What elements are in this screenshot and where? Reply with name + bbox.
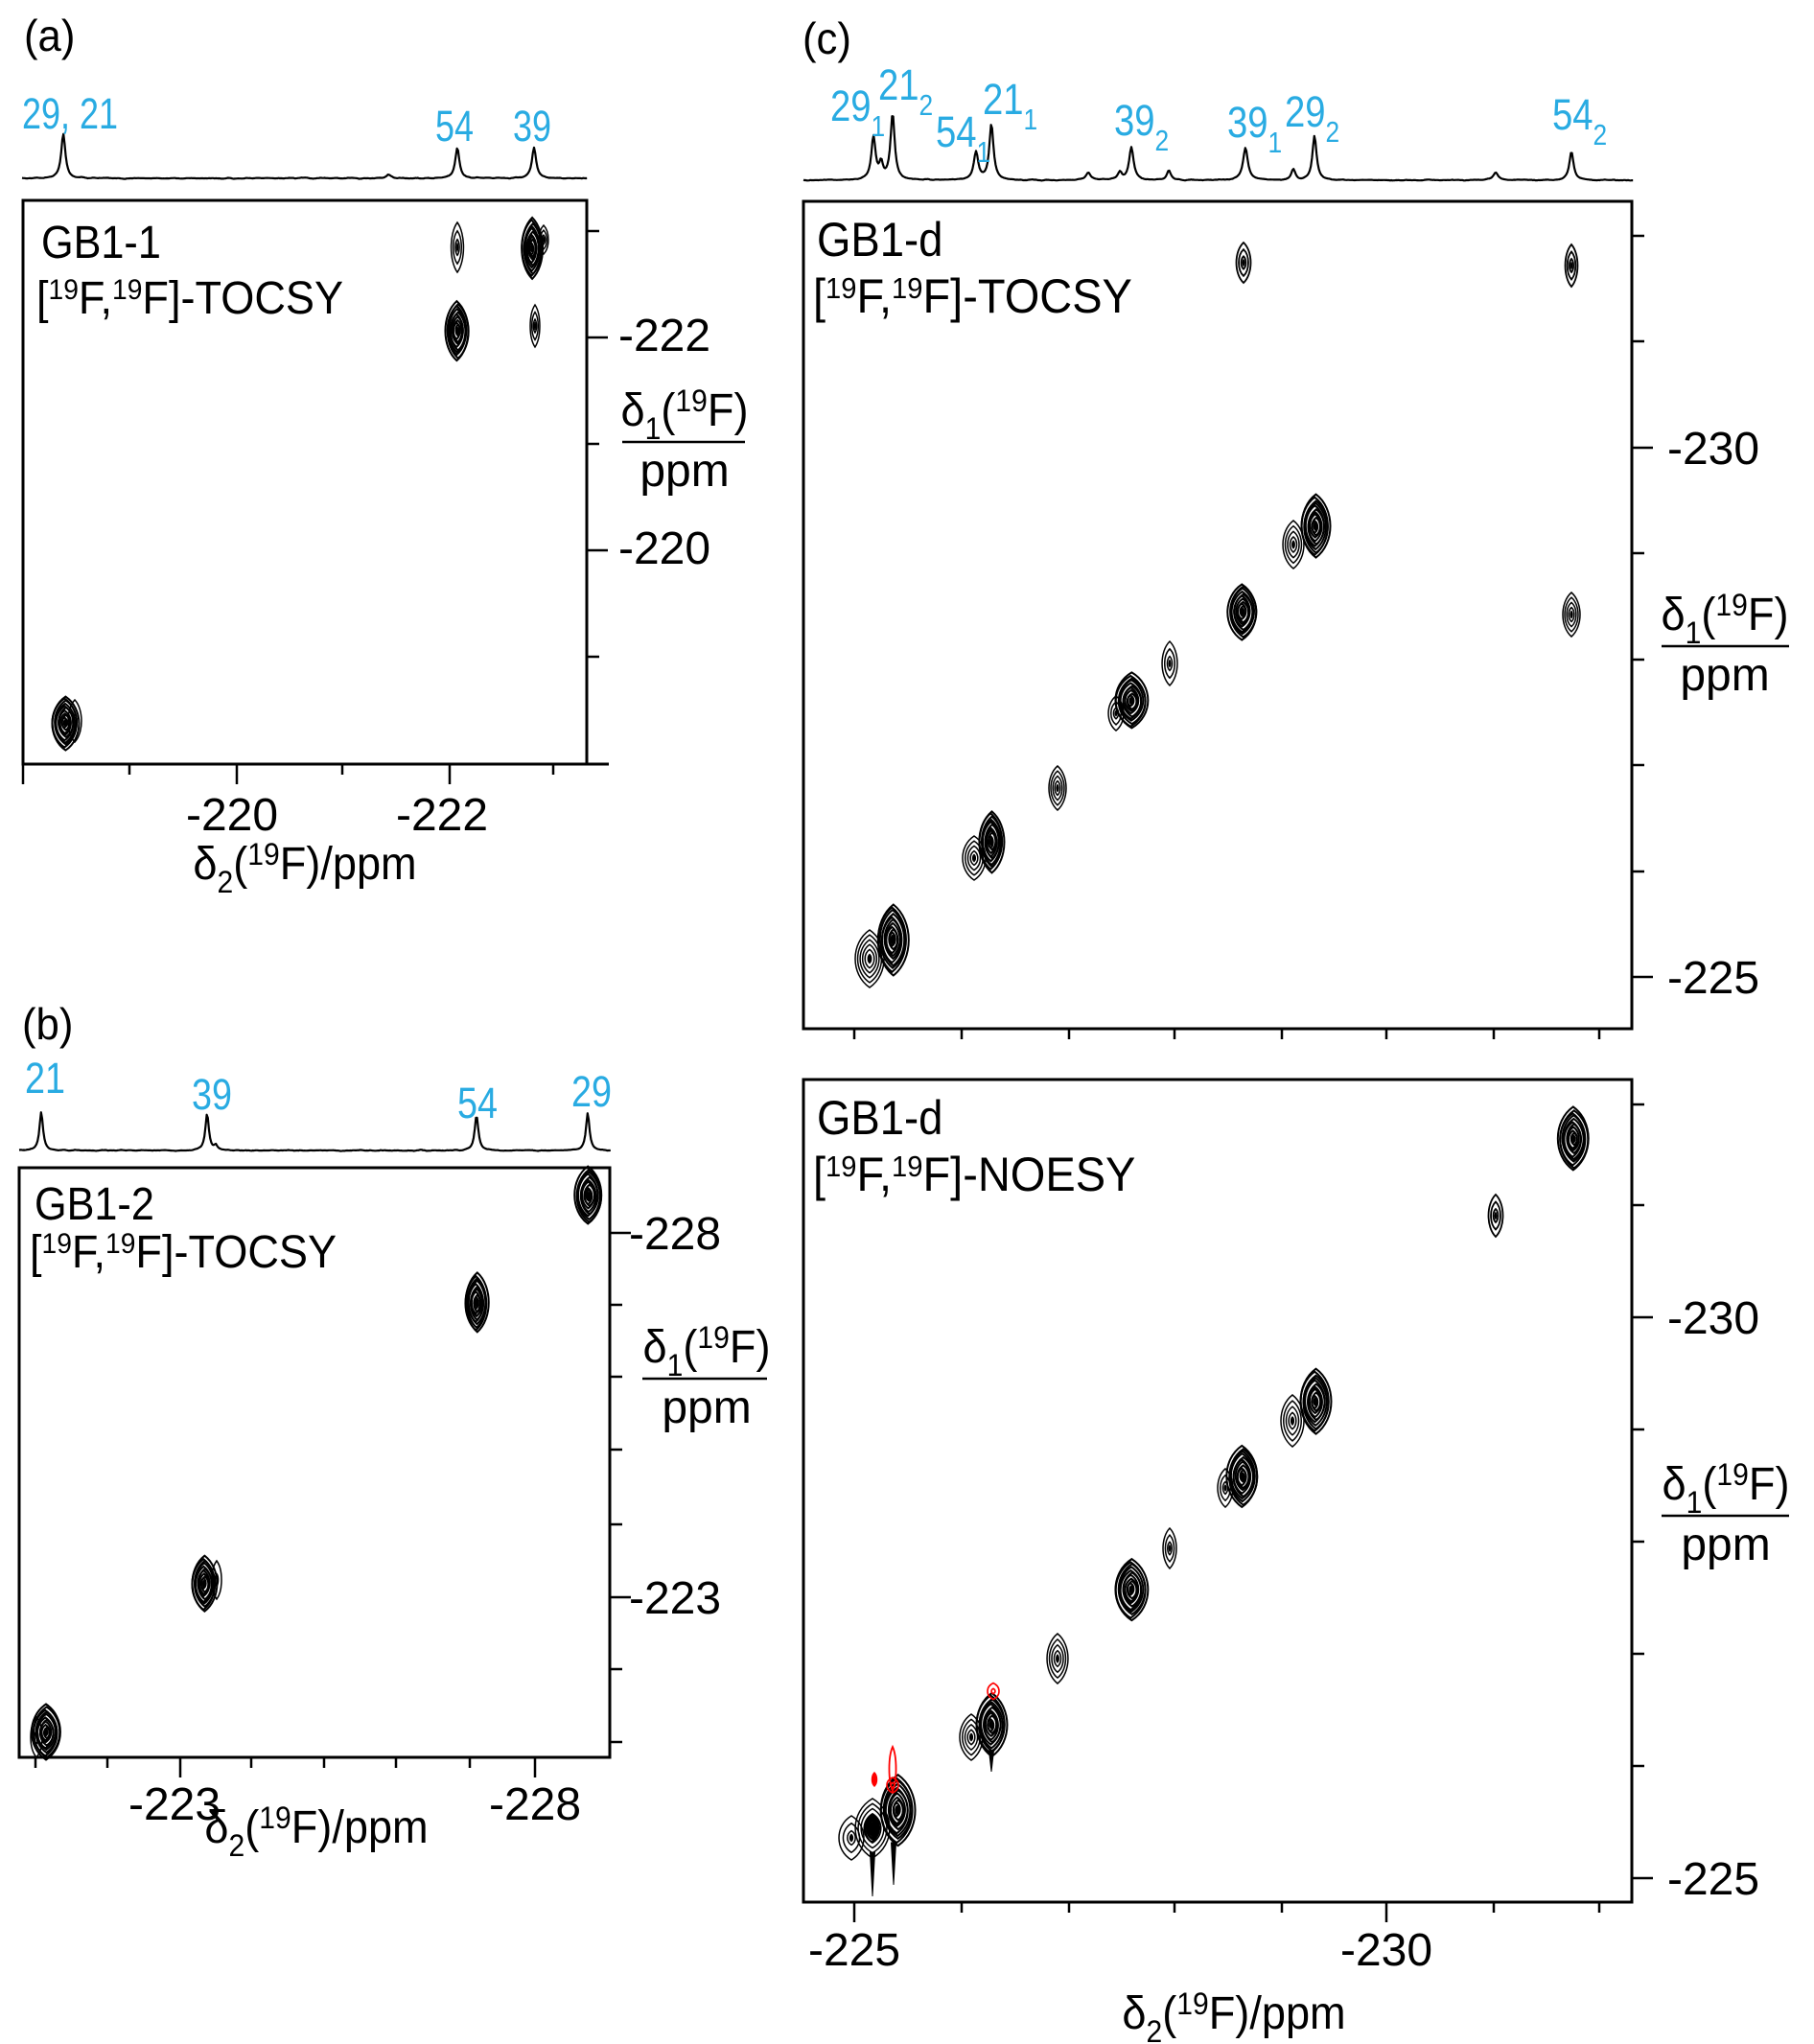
svg-text:-223: -223 (629, 1573, 721, 1624)
svg-text:-220: -220 (618, 523, 710, 574)
svg-text:-222: -222 (396, 790, 488, 841)
svg-text:[19F,19F]-TOCSY: [19F,19F]-TOCSY (30, 1226, 337, 1278)
svg-text:ppm: ppm (1680, 650, 1769, 701)
svg-text:211: 211 (983, 75, 1037, 136)
svg-text:[19F,19F]-TOCSY: [19F,19F]-TOCSY (813, 270, 1132, 324)
svg-text:GB1-d: GB1-d (817, 1092, 942, 1145)
svg-text:392: 392 (1114, 96, 1169, 157)
svg-text:(c): (c) (802, 13, 851, 63)
svg-text:δ2(19F)/ppm: δ2(19F)/ppm (1122, 1986, 1345, 2044)
svg-text:ppm: ppm (1681, 1520, 1770, 1570)
svg-text:[19F,19F]-TOCSY: [19F,19F]-TOCSY (36, 272, 343, 324)
svg-text:-225: -225 (1667, 1854, 1759, 1905)
svg-text:391: 391 (1227, 98, 1282, 159)
svg-text:GB1-d: GB1-d (817, 214, 942, 267)
svg-text:291: 291 (830, 81, 885, 143)
svg-text:[19F,19F]-NOESY: [19F,19F]-NOESY (813, 1149, 1135, 1202)
svg-text:-225: -225 (808, 1925, 900, 1976)
svg-text:29: 29 (571, 1067, 612, 1116)
svg-text:GB1-1: GB1-1 (41, 217, 161, 268)
svg-text:(b): (b) (22, 999, 73, 1049)
svg-text:δ1(19F): δ1(19F) (643, 1320, 771, 1382)
svg-text:54: 54 (435, 102, 474, 151)
svg-text:54: 54 (457, 1079, 498, 1127)
svg-text:21: 21 (25, 1054, 65, 1103)
svg-text:ppm: ppm (662, 1382, 751, 1433)
svg-text:29, 21: 29, 21 (22, 89, 118, 138)
svg-text:39: 39 (192, 1070, 232, 1119)
svg-text:GB1-2: GB1-2 (35, 1178, 154, 1230)
svg-text:212: 212 (878, 60, 933, 122)
svg-text:δ1(19F): δ1(19F) (1663, 1457, 1790, 1520)
svg-text:δ1(19F): δ1(19F) (1662, 588, 1789, 650)
svg-text:-228: -228 (629, 1209, 721, 1260)
svg-text:-223: -223 (128, 1779, 221, 1830)
svg-text:-230: -230 (1667, 424, 1759, 475)
svg-text:-230: -230 (1667, 1293, 1759, 1344)
svg-text:-228: -228 (489, 1779, 581, 1830)
svg-text:-230: -230 (1340, 1925, 1432, 1976)
svg-text:39: 39 (513, 102, 551, 151)
svg-text:δ2(19F)/ppm: δ2(19F)/ppm (193, 837, 416, 899)
svg-text:δ2(19F)/ppm: δ2(19F)/ppm (204, 1800, 428, 1863)
svg-text:292: 292 (1285, 87, 1339, 149)
svg-text:541: 541 (936, 107, 990, 169)
svg-text:(a): (a) (24, 11, 75, 60)
svg-text:δ1(19F): δ1(19F) (621, 383, 749, 446)
svg-text:-220: -220 (186, 790, 278, 841)
svg-text:-222: -222 (618, 311, 710, 361)
svg-text:-225: -225 (1667, 953, 1759, 1004)
svg-text:542: 542 (1552, 90, 1607, 151)
svg-text:ppm: ppm (640, 446, 729, 497)
